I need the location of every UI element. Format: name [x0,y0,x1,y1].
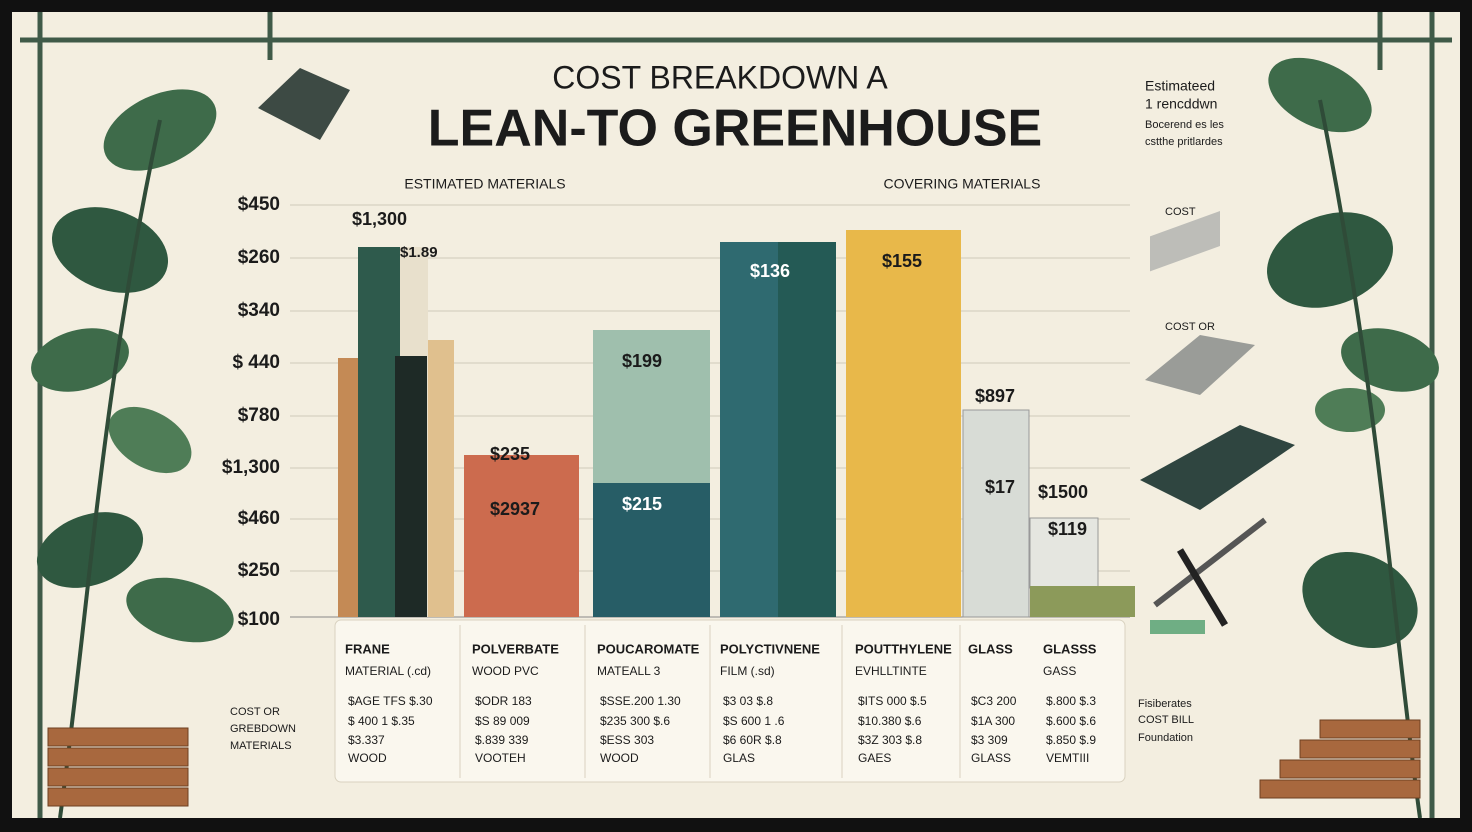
section-label: COVERING MATERIALS [884,176,1041,192]
title-line1: COST BREAKDOWN A [552,59,888,95]
note-line: Foundation [1138,732,1193,744]
bar-label: $1500 [1038,482,1088,502]
y-label: $780 [238,405,280,426]
bar-label: $2937 [490,499,540,519]
column-text: $ODR 183 [475,694,532,708]
column-text: $235 300 $.6 [600,714,670,728]
column-text: $3 03 $.8 [723,694,773,708]
column-text: $3Z 303 $.8 [858,733,922,747]
column-text: POUCAROMATE [597,641,700,656]
bar-label: $155 [882,251,922,271]
bricks [47,719,1421,807]
bars [338,230,1135,618]
title-line2: LEAN-TO GREENHOUSE [428,100,1042,158]
bar-label: $235 [490,444,530,464]
y-label: $ 440 [232,352,280,373]
note-line: Estimateed [1145,78,1215,94]
column-text: $ 400 1 $.35 [348,714,415,728]
note-line: cstthe pritlardes [1145,136,1223,148]
column-text: $AGE TFS $.30 [348,694,433,708]
column-text: WOOD PVC [472,664,539,678]
column-text: FRANE [345,641,390,656]
column-text: $SSE.200 1.30 [600,694,681,708]
plant-right [1267,57,1439,819]
y-label: $260 [238,247,280,268]
column-text: GASS [1043,664,1076,678]
column-text: $3 309 [971,733,1008,747]
column-text: MATEALL 3 [597,664,661,678]
note-line: COST OR [230,706,280,718]
right-note: Fisiberates COST BILL Foundation [1138,698,1194,744]
greenhouse-frame [20,12,1452,818]
column-text: EVHLLTINTE [855,664,927,678]
y-label: $100 [238,609,280,630]
column-text: $.850 $.9 [1046,733,1096,747]
column-text: $.600 $.6 [1046,714,1096,728]
column-text: POLYCTIVNENE [720,641,820,656]
column-text: $.800 $.3 [1046,694,1096,708]
corner-note: Estimateed 1 rencddwn Bocerend es les cs… [1145,78,1224,148]
bar-label: $1.89 [400,244,438,261]
column-text: $S 600 1 .6 [723,714,785,728]
bar-label: $17 [985,477,1015,497]
plant-left [31,89,234,819]
y-label: $450 [238,194,280,215]
column-text: $1A 300 [971,714,1015,728]
column-text: WOOD [348,751,387,765]
y-label: $340 [238,300,280,321]
bar-label: $119 [1048,519,1087,539]
column-text: $.839 339 [475,733,529,747]
bar-label: $1,300 [352,209,407,229]
section-label: ESTIMATED MATERIALS [404,176,565,192]
bar-label: $136 [750,261,790,281]
note-line: GREBDOWN [230,723,296,735]
note-line: COST BILL [1138,714,1194,726]
note-line: MATERIALS [230,740,292,752]
roof-icon [258,68,350,140]
column-text: POUTTHYLENE [855,641,952,656]
column-text: $S 89 009 [475,714,530,728]
y-label: $1,300 [222,457,280,478]
y-label: $460 [238,508,280,529]
column-text: MATERIAL (.cd) [345,664,431,678]
bar-label: $199 [622,351,662,371]
column-text: GLASS [971,751,1011,765]
column-text: VOOTEH [475,751,526,765]
column-text: $ESS 303 [600,733,654,747]
column-text: WOOD [600,751,639,765]
bar-label: $897 [975,386,1015,406]
side-label: COST OR [1165,321,1215,333]
table-dividers [459,625,961,778]
left-note: COST OR GREBDOWN MATERIALS [230,706,296,752]
side-label: COST [1165,206,1196,218]
column-text: $ITS 000 $.5 [858,694,927,708]
note-line: Fisiberates [1138,698,1192,710]
table-panel [334,619,1126,783]
column-text: GLASS [968,641,1013,656]
column-text: $C3 200 [971,694,1017,708]
y-label: $250 [238,560,280,581]
column-text: $6 60R $.8 [723,733,782,747]
column-text: VEMTIII [1046,751,1089,765]
column-text: GAES [858,751,891,765]
column-text: GLAS [723,751,755,765]
column-text: FILM (.sd) [720,664,775,678]
column-text: $3.337 [348,733,385,747]
column-text: POLVERBATE [472,641,559,656]
column-text: $10.380 $.6 [858,714,922,728]
table-columns: FRANE MATERIAL (.cd) $AGE TFS $.30 $ 400 1 … [345,641,1097,765]
note-line: 1 rencddwn [1145,96,1217,112]
bar-label: $215 [622,494,662,514]
note-line: Bocerend es les [1145,119,1224,131]
side-icons [1140,210,1295,634]
column-text: GLASSS [1043,641,1097,656]
